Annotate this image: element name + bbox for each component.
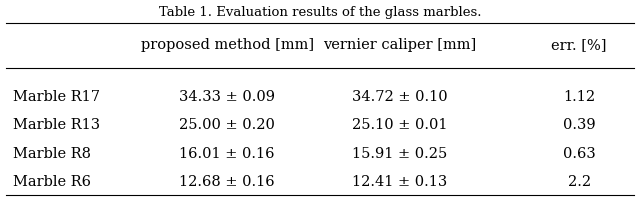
- Text: 15.91 ± 0.25: 15.91 ± 0.25: [353, 147, 447, 161]
- Text: 12.68 ± 0.16: 12.68 ± 0.16: [179, 175, 275, 189]
- Text: 12.41 ± 0.13: 12.41 ± 0.13: [353, 175, 447, 189]
- Text: 34.33 ± 0.09: 34.33 ± 0.09: [179, 89, 275, 104]
- Text: 0.63: 0.63: [563, 147, 596, 161]
- Text: Marble R6: Marble R6: [13, 175, 91, 189]
- Text: 25.10 ± 0.01: 25.10 ± 0.01: [352, 118, 448, 132]
- Text: 0.39: 0.39: [563, 118, 595, 132]
- Text: 25.00 ± 0.20: 25.00 ± 0.20: [179, 118, 275, 132]
- Text: 34.72 ± 0.10: 34.72 ± 0.10: [352, 89, 448, 104]
- Text: vernier caliper [mm]: vernier caliper [mm]: [323, 38, 477, 52]
- Text: Table 1. Evaluation results of the glass marbles.: Table 1. Evaluation results of the glass…: [159, 6, 481, 19]
- Text: Marble R17: Marble R17: [13, 89, 100, 104]
- Text: err. [%]: err. [%]: [552, 38, 607, 52]
- Text: Marble R13: Marble R13: [13, 118, 100, 132]
- Text: 16.01 ± 0.16: 16.01 ± 0.16: [179, 147, 275, 161]
- Text: Marble R8: Marble R8: [13, 147, 91, 161]
- Text: proposed method [mm]: proposed method [mm]: [141, 38, 314, 52]
- Text: 1.12: 1.12: [563, 89, 595, 104]
- Text: 2.2: 2.2: [568, 175, 591, 189]
